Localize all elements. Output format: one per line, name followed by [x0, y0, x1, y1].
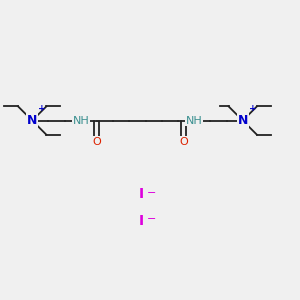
Text: NH: NH — [72, 116, 89, 126]
Text: N: N — [238, 114, 248, 127]
Text: NH: NH — [186, 116, 202, 126]
Text: −: − — [147, 188, 156, 198]
Text: N: N — [27, 114, 38, 127]
Text: I: I — [139, 187, 144, 201]
Text: +: + — [38, 104, 46, 113]
Text: O: O — [179, 137, 188, 147]
Text: O: O — [92, 137, 101, 147]
Text: I: I — [139, 214, 144, 228]
Text: +: + — [249, 104, 256, 113]
Text: −: − — [147, 214, 156, 224]
